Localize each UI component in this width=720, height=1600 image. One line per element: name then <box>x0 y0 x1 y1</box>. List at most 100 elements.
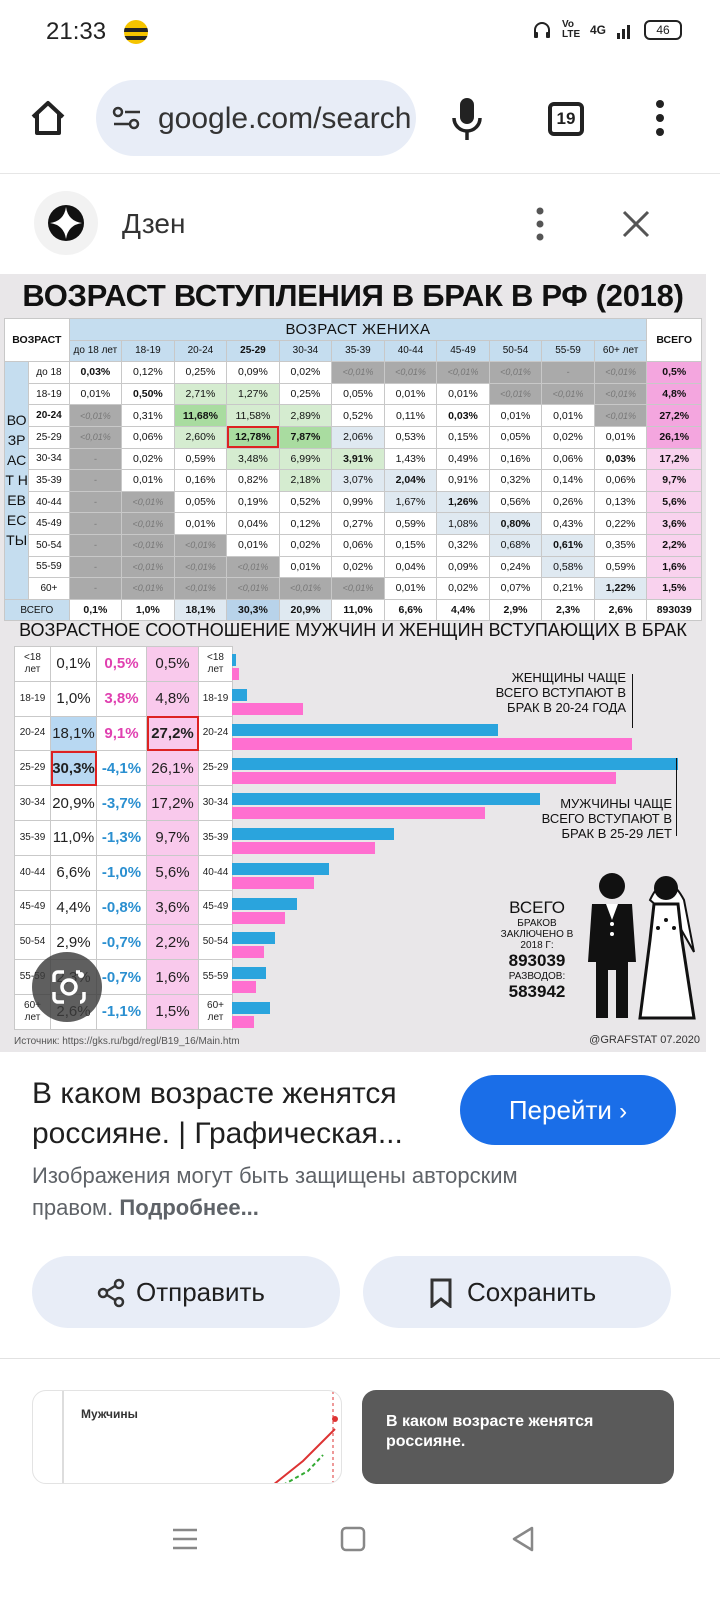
back-icon[interactable] <box>508 1524 538 1554</box>
microphone-icon[interactable] <box>450 96 484 142</box>
matrix-cell: 0,22% <box>593 512 648 535</box>
tab-switcher-button[interactable]: 19 <box>548 102 584 136</box>
matrix-cell: 2,71% <box>173 382 228 406</box>
matrix-cell: <0,01% <box>278 577 333 600</box>
matrix-cell: 0,32% <box>436 533 490 557</box>
matrix-cell: <0,01% <box>121 490 175 514</box>
recents-icon[interactable] <box>170 1524 200 1554</box>
bride-age-label: 50-54 <box>28 533 70 557</box>
infographic-image[interactable]: ВОЗРАСТ ВСТУПЛЕНИЯ В БРАК В РФ (2018) ВО… <box>0 274 706 1052</box>
ratio-age-label: 35-39 <box>198 819 233 856</box>
difference-cell: 0,5% <box>96 646 147 682</box>
lens-icon <box>52 970 86 1004</box>
close-icon[interactable] <box>620 208 652 240</box>
ratio-age-label: 25-29 <box>198 750 233 787</box>
note-men: МУЖЧИНЫ ЧАЩЕ ВСЕГО ВСТУПАЮТ В БРАК В 25-… <box>541 796 672 841</box>
more-link[interactable]: Подробнее... <box>119 1195 259 1220</box>
goto-button[interactable]: Перейти › <box>460 1075 676 1145</box>
matrix-cell: 0,15% <box>383 533 438 557</box>
menu-icon[interactable] <box>652 98 668 138</box>
row-total-cell: 3,6% <box>646 512 702 535</box>
difference-cell: -0,8% <box>96 889 147 926</box>
groom-age-label: 30-34 <box>278 339 333 363</box>
home-nav-icon[interactable] <box>338 1524 368 1554</box>
matrix-cell: 0,13% <box>593 490 648 514</box>
matrix-cell: <0,01% <box>226 555 280 579</box>
ratio-age-label: 20-24 <box>198 715 233 752</box>
lens-button[interactable] <box>32 952 102 1022</box>
bride-age-label: 55-59 <box>28 555 70 579</box>
men-share-cell: 30,3% <box>50 750 97 787</box>
bar-women <box>232 981 256 994</box>
matrix-cell: 0,05% <box>488 425 543 449</box>
related-image-2[interactable]: В каком возрасте женятся россияне. <box>362 1390 674 1484</box>
share-button[interactable]: Отправить <box>32 1256 340 1328</box>
ratio-age-label: 25-29 <box>14 750 51 787</box>
matrix-cell: 0,24% <box>488 555 543 579</box>
more-options-icon[interactable] <box>532 206 548 242</box>
related-image-1[interactable]: Мужчины <box>32 1390 342 1484</box>
matrix-cell: 0,61% <box>541 533 595 557</box>
matrix-cell: - <box>68 533 123 557</box>
women-share-cell: 27,2% <box>146 715 199 752</box>
matrix-cell: - <box>68 490 123 514</box>
matrix-cell: 0,06% <box>121 425 175 449</box>
home-icon[interactable] <box>28 98 68 138</box>
bar-men <box>232 654 236 666</box>
matrix-cell: 0,02% <box>541 425 595 449</box>
row-total-cell: 5,6% <box>646 490 702 514</box>
ratio-table: <18 лет 0,1% 0,5% 0,5% <18 лет 18-19 1,0% 3,8% 4… <box>14 646 233 1030</box>
row-total-cell: 17,2% <box>646 447 702 471</box>
bar-men <box>232 932 275 945</box>
address-bar[interactable]: google.com/search <box>96 80 416 156</box>
site-settings-icon[interactable] <box>112 106 142 130</box>
bride-age-label: 25-29 <box>28 425 70 449</box>
browser-toolbar: google.com/search 19 <box>0 64 720 174</box>
totals-block: ВСЕГО БРАКОВ ЗАКЛЮЧЕНО В 2018 Г: 893039 … <box>500 898 574 1002</box>
men-share-cell: 1,0% <box>50 680 97 717</box>
divider <box>0 1358 720 1359</box>
difference-cell: -1,0% <box>96 854 147 891</box>
matrix-cell: <0,01% <box>383 361 438 384</box>
ratio-age-label: 60+ лет <box>198 993 233 1030</box>
matrix-cell: 0,50% <box>121 382 175 406</box>
ratio-age-label: 55-59 <box>198 959 233 995</box>
bar-women <box>232 702 303 715</box>
difference-cell: -1,3% <box>96 819 147 856</box>
bride-age-label: 60+ <box>28 577 70 600</box>
women-share-cell: 5,6% <box>146 854 199 891</box>
matrix-cell: 0,01% <box>541 404 595 427</box>
column-total-cell: 11,0% <box>331 598 385 622</box>
difference-cell: -0,7% <box>96 924 147 961</box>
share-label: Отправить <box>136 1277 265 1307</box>
bar-men <box>232 723 499 736</box>
matrix-cell: 0,52% <box>278 490 333 514</box>
matrix-cell: <0,01% <box>68 425 123 449</box>
column-total-cell: 0,1% <box>68 598 123 622</box>
save-button[interactable]: Сохранить <box>363 1256 671 1328</box>
matrix-cell: 0,01% <box>278 555 333 579</box>
matrix-cell: 0,09% <box>436 555 490 579</box>
ratio-age-label: 35-39 <box>14 819 51 856</box>
bride-age-label: 40-44 <box>28 490 70 514</box>
matrix-cell: 0,03% <box>436 404 490 427</box>
matrix-cell: 0,59% <box>593 555 648 579</box>
women-share-cell: 2,2% <box>146 924 199 961</box>
source-name[interactable]: Дзен <box>122 208 186 239</box>
bride-age-label: 35-39 <box>28 469 70 492</box>
matrix-cell: 0,58% <box>541 555 595 579</box>
matrix-cell: 0,91% <box>436 469 490 492</box>
matrix-cell: 0,11% <box>383 404 438 427</box>
ratio-age-label: <18 лет <box>14 646 51 682</box>
matrix-cell: <0,01% <box>121 533 175 557</box>
totals-title: ВСЕГО <box>509 898 565 917</box>
difference-cell: -1,1% <box>96 993 147 1030</box>
result-title[interactable]: В каком возрасте женятся россияне. | Гра… <box>32 1077 403 1150</box>
matrix-cell: <0,01% <box>331 361 385 384</box>
matrix-cell: 0,03% <box>68 361 123 384</box>
matrix-cell: 0,59% <box>173 447 228 471</box>
matrix-cell: 0,32% <box>488 469 543 492</box>
bar-men <box>232 967 266 980</box>
credit-label: @GRAFSTAT 07.2020 <box>589 1034 700 1046</box>
ratio-age-label: 40-44 <box>198 854 233 891</box>
